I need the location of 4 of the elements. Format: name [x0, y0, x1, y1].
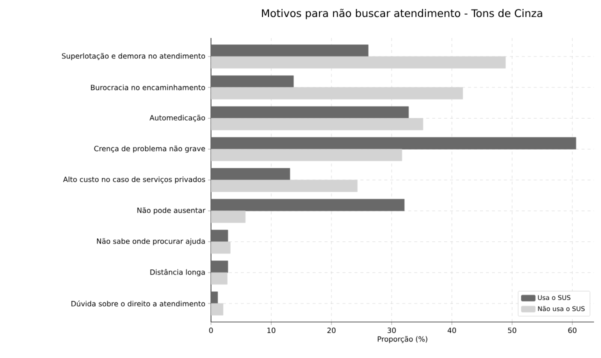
bar [210, 148, 402, 162]
bar [210, 210, 246, 223]
bar [210, 118, 424, 130]
chart-title: Motivos para não buscar atendimento - Tons de Cinza [262, 8, 542, 20]
